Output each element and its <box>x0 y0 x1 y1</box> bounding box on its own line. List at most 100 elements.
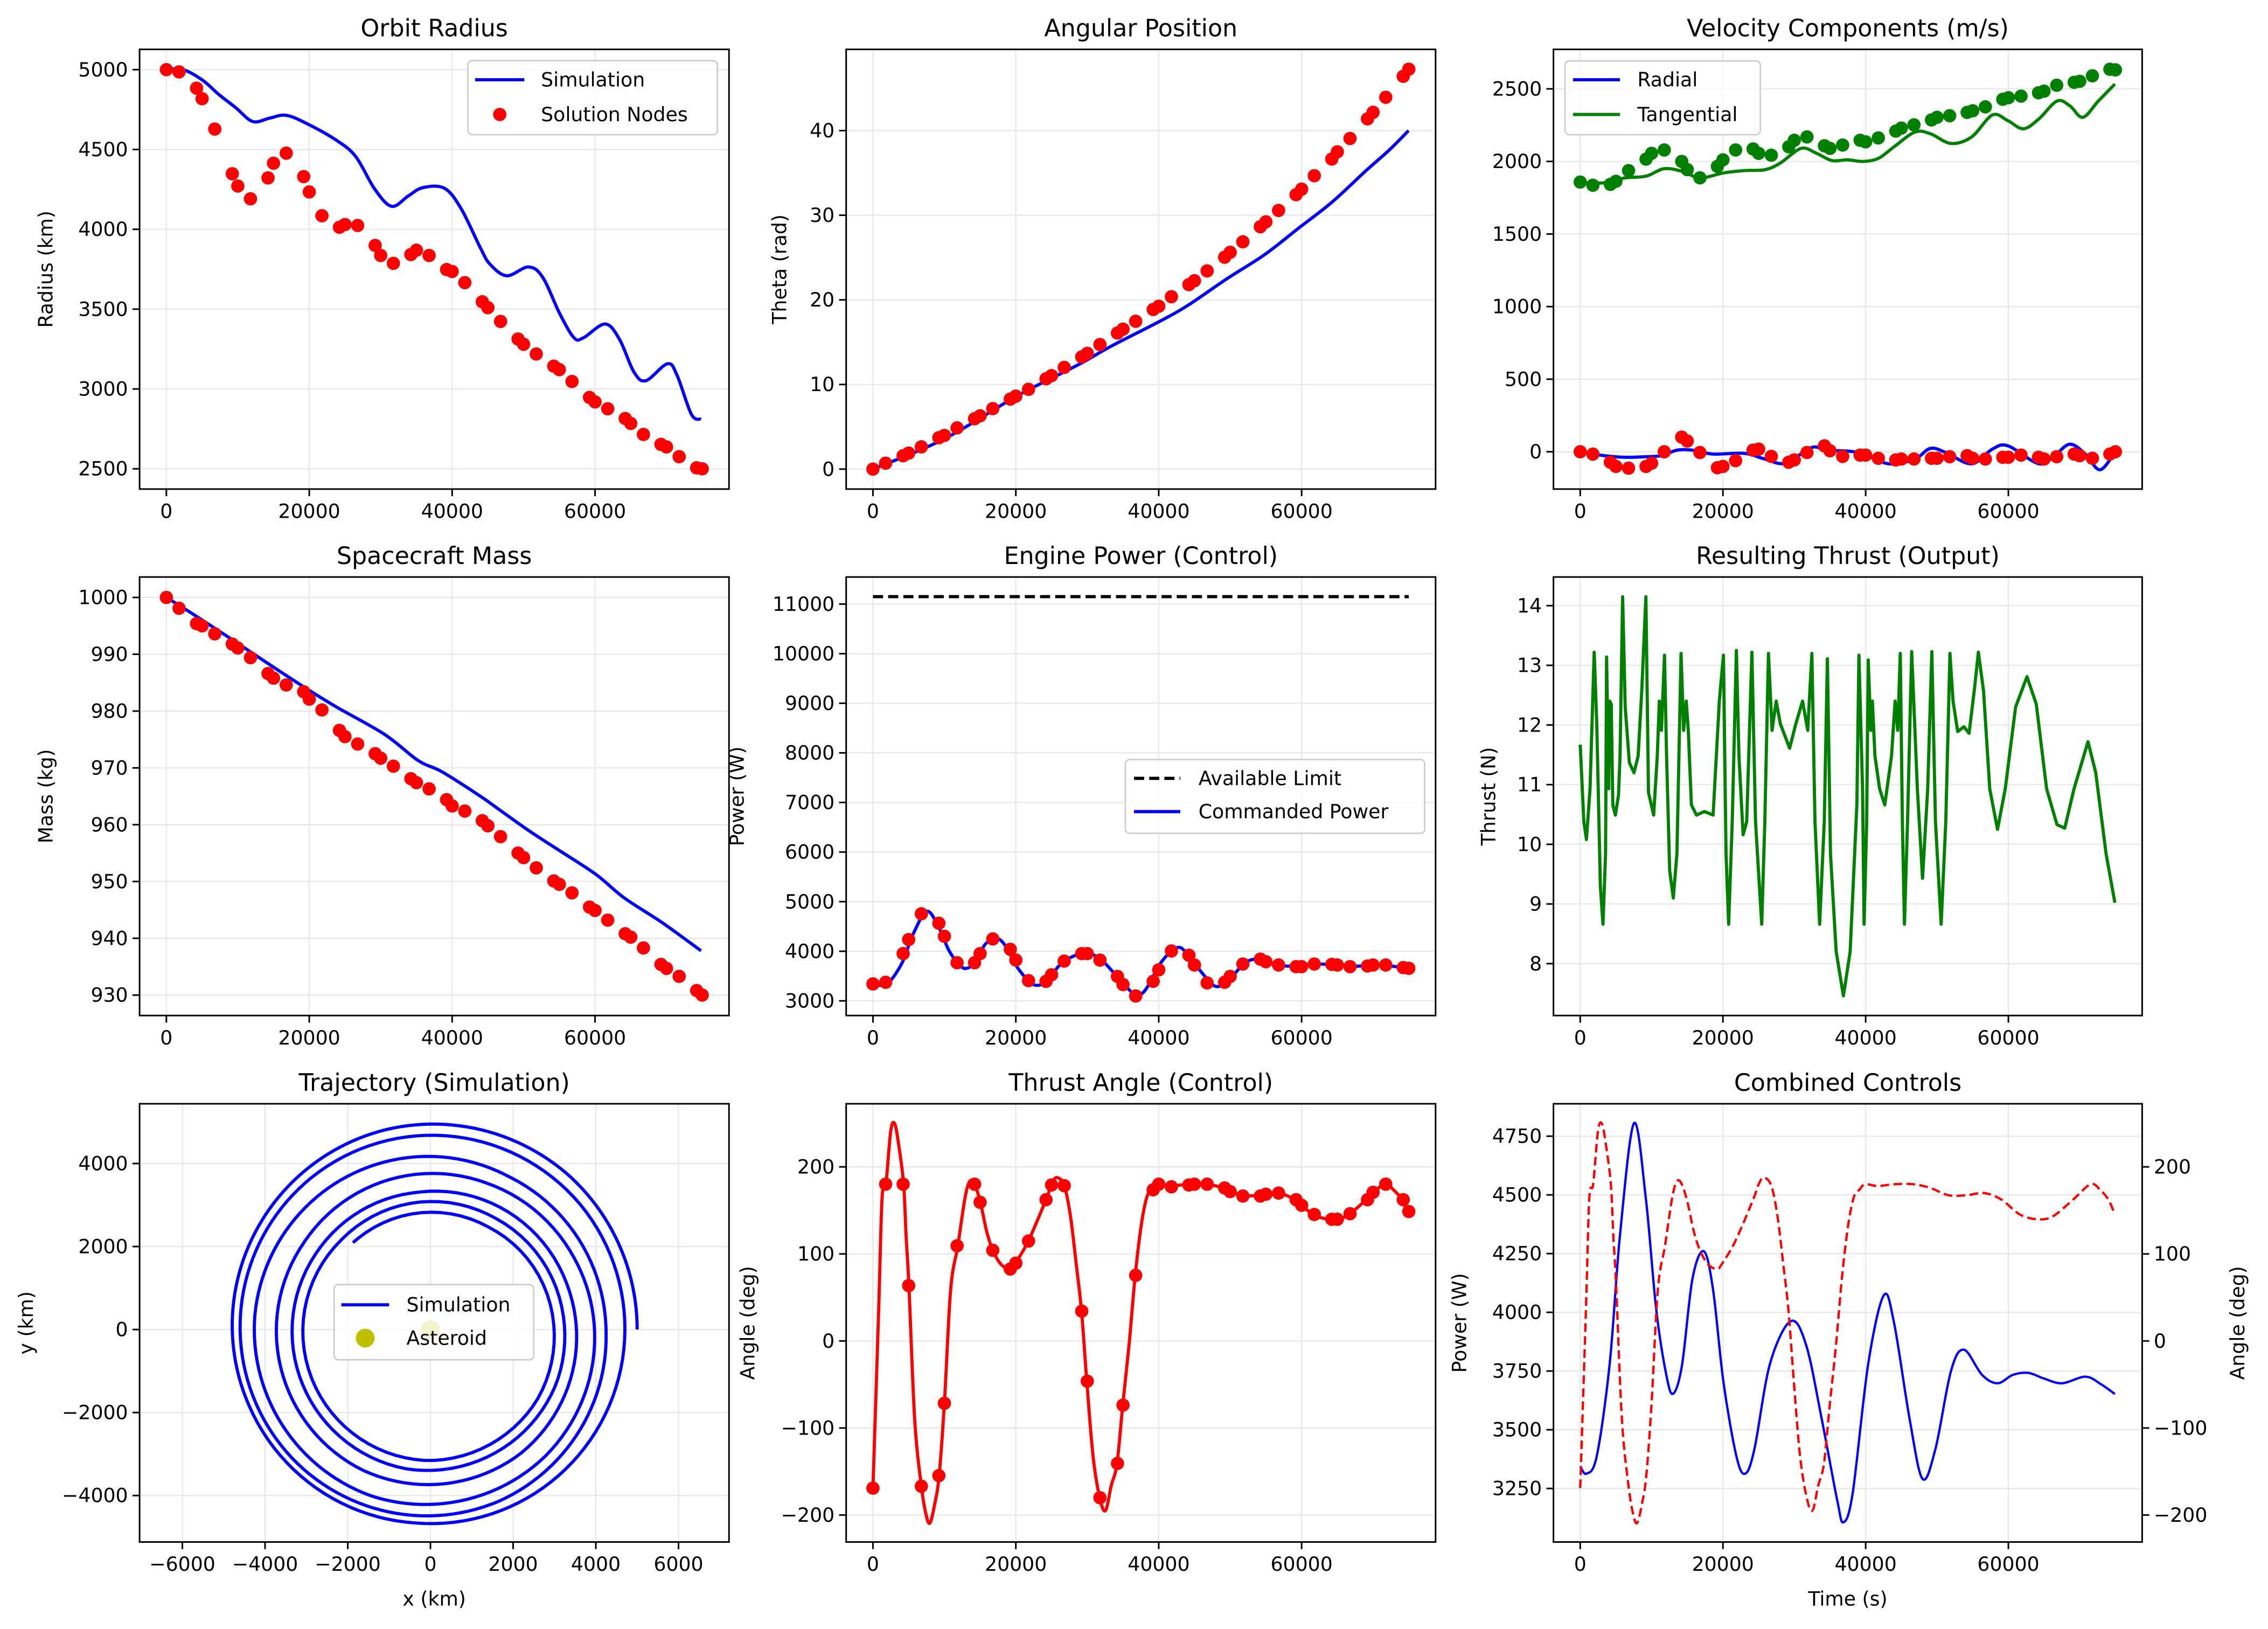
y-tick-label: 20 <box>810 288 834 311</box>
legend-label: Radial <box>1637 68 1697 92</box>
legend-label: Solution Nodes <box>541 103 688 126</box>
legend-frame <box>1124 758 1426 834</box>
y-tick-label: 930 <box>91 984 128 1007</box>
y-tick-label: 5000 <box>785 890 834 913</box>
y-tick-label: 11000 <box>773 593 834 616</box>
marker-series-1 <box>695 988 709 1002</box>
legend: Radial Tangential <box>1564 60 1761 136</box>
plot-area <box>1579 1121 2116 1524</box>
y-tick-label: −2000 <box>62 1401 128 1424</box>
marker-series-1 <box>1272 1186 1285 1200</box>
y-tick-label: 100 <box>797 1242 834 1265</box>
marker-solution-nodes <box>422 248 436 262</box>
x-tick-label: 20000 <box>1692 500 1754 523</box>
marker-solution-nodes <box>315 209 329 222</box>
marker-series-2 <box>1693 445 1707 460</box>
marker-series-1 <box>1295 182 1309 196</box>
x-tick-label: 40000 <box>1128 500 1189 523</box>
marker-series-1 <box>1058 1179 1071 1193</box>
x-tick-label: 0 <box>867 1026 879 1049</box>
x-axis-label: Time (s) <box>1807 1588 1887 1611</box>
chart-title: Thrust Angle (Control) <box>1008 1069 1273 1097</box>
marker-series-1 <box>1272 204 1285 217</box>
marker-series-3 <box>1764 148 1778 162</box>
marker-series-1 <box>195 619 209 633</box>
axes-frame <box>1553 576 2143 1017</box>
marker-series-1 <box>986 402 1000 415</box>
marker-series-2 <box>1978 452 1992 466</box>
subplot-combined-controls: 0 20000 40000 60000 3250 3500 3750 4000 4250 4500… <box>1448 1069 2250 1611</box>
marker-series-2 <box>1657 445 1671 458</box>
marker-solution-nodes <box>624 416 638 430</box>
marker-series-3 <box>1645 147 1659 160</box>
legend-item: Radial <box>1573 68 1697 92</box>
y-right-axis-label: Angle (deg) <box>2226 1266 2249 1380</box>
y-tick-label: 9000 <box>785 692 834 715</box>
marker-series-1 <box>409 776 423 790</box>
x-tick-label: 60000 <box>1977 1026 2039 1049</box>
marker-series-2 <box>1116 978 1130 992</box>
chart-title: Spacecraft Mass <box>337 542 532 570</box>
x-tick-label: 40000 <box>1128 1553 1189 1576</box>
marker-series-1 <box>1366 1185 1380 1199</box>
marker-series-3 <box>2037 84 2051 98</box>
x-tick-label: 0 <box>424 1553 436 1576</box>
marker-series-1 <box>1187 274 1201 288</box>
y-axis-label: Power (W) <box>1448 1273 1471 1373</box>
marker-solution-nodes <box>267 156 281 170</box>
marker-series-2 <box>2037 452 2051 466</box>
axes-frame <box>1553 48 2143 490</box>
marker-series-1 <box>866 1481 880 1495</box>
line-series-0 <box>1578 595 2117 998</box>
y-axis-label: y (km) <box>15 1291 38 1355</box>
chart-title: Angular Position <box>1044 15 1237 42</box>
x-tick-label: 20000 <box>278 500 340 523</box>
marker-solution-nodes <box>672 450 686 464</box>
y-tick-label: 4250 <box>1492 1242 1542 1265</box>
marker-series-2 <box>1259 955 1273 969</box>
y-tick-label: 200 <box>797 1155 834 1179</box>
y-tick-label: 970 <box>91 756 128 779</box>
marker-series-2 <box>1716 460 1730 474</box>
marker-series-1 <box>1236 235 1250 249</box>
marker-solution-nodes <box>409 243 423 257</box>
y-tick-label: 3750 <box>1492 1360 1542 1383</box>
plot-area <box>866 62 1416 476</box>
marker-series-1 <box>1116 1398 1130 1412</box>
y-tick-label: 12 <box>1517 713 1542 736</box>
marker-series-2 <box>1021 974 1035 987</box>
marker-series-1 <box>637 941 650 955</box>
marker-series-2 <box>1129 989 1143 1003</box>
marker-series-1 <box>624 930 638 944</box>
marker-series-3 <box>1716 153 1730 167</box>
marker-series-1 <box>1200 264 1214 278</box>
y-tick-label: −100 <box>781 1416 835 1439</box>
marker-solution-nodes <box>225 167 239 180</box>
chart-title: Orbit Radius <box>360 15 507 42</box>
marker-series-3 <box>2014 89 2028 103</box>
marker-series-2 <box>1331 958 1344 972</box>
marker-series-1 <box>458 804 472 818</box>
x-tick-label: 0 <box>1574 1553 1587 1576</box>
y-axis-label: Mass (kg) <box>34 749 57 844</box>
y-right-tick-label: −200 <box>2154 1503 2208 1527</box>
marker-series-1 <box>374 751 388 765</box>
marker-series-3 <box>1859 135 1873 149</box>
marker-solution-nodes <box>588 395 602 409</box>
marker-series-1 <box>1080 1374 1094 1388</box>
marker-series-3 <box>1800 130 1814 144</box>
y-tick-label: 9 <box>1529 893 1542 916</box>
y-right-tick-label: 0 <box>2154 1329 2166 1353</box>
legend-item: Simulation <box>341 1293 510 1317</box>
x-tick-label: 20000 <box>985 1553 1047 1576</box>
marker-series-2 <box>1152 963 1166 977</box>
marker-solution-nodes <box>601 402 615 416</box>
x-tick-label: 0 <box>1574 1026 1587 1049</box>
marker-series-1 <box>672 970 686 983</box>
legend-item: Asteroid <box>356 1326 487 1349</box>
marker-series-2 <box>2014 448 2028 462</box>
marker-solution-nodes <box>481 301 495 315</box>
marker-solution-nodes <box>386 256 400 270</box>
chart-title: Engine Power (Control) <box>1004 542 1278 570</box>
x-tick-label: 60000 <box>564 1026 626 1049</box>
